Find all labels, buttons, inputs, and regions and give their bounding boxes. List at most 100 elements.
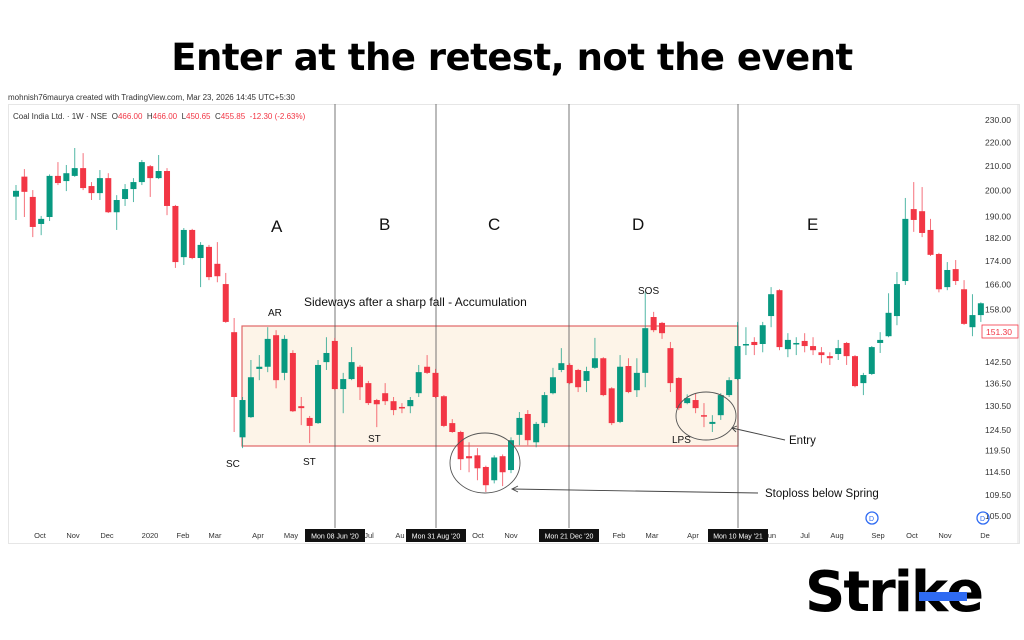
svg-text:D: D — [869, 516, 874, 523]
candle-body — [105, 178, 112, 213]
candle-up — [759, 321, 766, 353]
candle-body — [231, 332, 238, 397]
candle-body — [591, 358, 598, 368]
candle-down — [390, 396, 397, 416]
candle-body — [927, 229, 934, 255]
dividend-icon[interactable]: D — [865, 511, 879, 525]
candle-body — [147, 166, 154, 179]
candle-up — [868, 346, 875, 376]
candle-up — [902, 197, 909, 285]
candle-up — [977, 302, 984, 322]
x-tick-label: Nov — [66, 531, 80, 540]
candle-body — [533, 423, 540, 443]
candle-body — [558, 363, 565, 370]
candle-down — [306, 415, 313, 444]
x-tick-label: Nov — [938, 531, 952, 540]
candle-down — [826, 352, 833, 365]
candle-down — [575, 368, 582, 393]
spring-circle — [449, 432, 521, 494]
candle-body — [650, 317, 657, 331]
candle-up — [197, 242, 204, 288]
candle-up — [155, 154, 162, 180]
candle-body — [944, 269, 951, 288]
accumulation-range-box — [241, 325, 739, 447]
candle-down — [298, 396, 305, 426]
y-tick-label: 166.00 — [985, 280, 1011, 290]
candle-body — [877, 339, 884, 343]
annotation-st-2: ST — [368, 434, 381, 445]
candle-body — [952, 269, 959, 282]
candle-body — [784, 339, 791, 350]
candle-body — [348, 362, 355, 380]
candle-body — [424, 366, 431, 373]
chart-credit: mohnish76maurya created with TradingView… — [8, 93, 295, 102]
candle-down — [474, 448, 481, 481]
candle-down — [189, 228, 196, 260]
candle-up — [247, 359, 254, 418]
candle-down — [566, 363, 573, 385]
candle-body — [205, 246, 212, 278]
date-marker: Mon 21 Dec '20 — [539, 529, 599, 542]
candle-down — [54, 162, 61, 186]
candle-up — [642, 292, 649, 388]
candle-up — [281, 335, 288, 381]
candle-body — [390, 401, 397, 411]
candle-down — [214, 242, 221, 283]
candle-up — [793, 337, 800, 356]
candle-up — [180, 228, 187, 265]
x-tick-label: Apr — [687, 531, 699, 540]
candle-down — [919, 187, 926, 238]
y-tick-label: 210.00 — [985, 161, 1011, 171]
candle-down — [751, 337, 758, 356]
candle-body — [692, 400, 699, 409]
candle-down — [164, 168, 171, 216]
candle-body — [449, 423, 456, 432]
y-tick-label: 136.50 — [985, 378, 1011, 388]
candle-down — [331, 337, 338, 391]
candle-up — [46, 174, 53, 222]
candle-down — [80, 153, 87, 191]
candle-up — [239, 396, 246, 449]
candle-body — [633, 372, 640, 391]
x-tick-label: Feb — [613, 531, 626, 540]
candle-body — [726, 380, 733, 396]
phase-label-e: E — [807, 215, 818, 234]
x-tick-label: Jun — [764, 531, 776, 540]
y-tick-label: 130.50 — [985, 401, 1011, 411]
dividend-icon[interactable]: D — [976, 511, 990, 525]
candle-down — [29, 190, 36, 238]
candle-down — [398, 403, 405, 414]
candle-body — [642, 328, 649, 373]
candle-body — [180, 229, 187, 258]
candle-down — [222, 272, 229, 323]
x-tick-label: Feb — [177, 531, 190, 540]
date-marker: Mon 31 Aug '20 — [406, 529, 466, 542]
candle-down — [910, 182, 917, 232]
candle-up — [113, 195, 120, 230]
y-tick-label: 220.00 — [985, 137, 1011, 147]
candle-up — [893, 272, 900, 326]
candle-body — [315, 364, 322, 424]
annotation-st-1: ST — [303, 457, 316, 468]
candle-body — [935, 253, 942, 290]
candle-body — [130, 182, 137, 190]
candle-body — [541, 395, 548, 424]
candle-down — [432, 368, 439, 399]
x-tick-label: Apr — [252, 531, 264, 540]
candle-body — [38, 218, 45, 224]
candle-down — [935, 252, 942, 293]
y-tick-label: 200.00 — [985, 186, 1011, 196]
last-price-label: 151.30 — [986, 327, 1012, 337]
candle-body — [155, 171, 162, 179]
candle-up — [591, 337, 598, 369]
candle-body — [675, 377, 682, 409]
candle-body — [54, 175, 61, 184]
candle-body — [63, 173, 70, 182]
date-marker-label: Mon 21 Dec '20 — [545, 534, 594, 541]
candle-body — [222, 284, 229, 322]
candle-down — [499, 454, 506, 487]
candle-up — [633, 358, 640, 397]
candle-body — [440, 396, 447, 426]
candle-up — [323, 337, 330, 370]
